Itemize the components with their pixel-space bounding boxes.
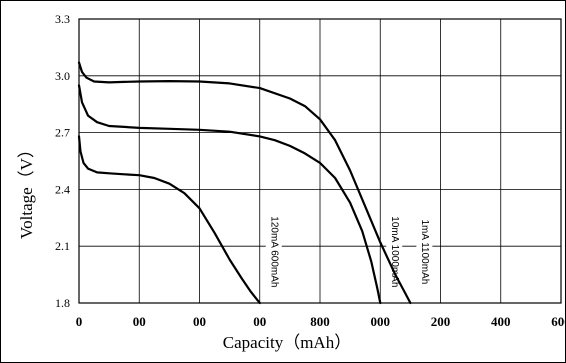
grid-layer xyxy=(79,19,561,303)
x-tick-label: 400 xyxy=(491,314,511,329)
x-tick-label: 000 xyxy=(371,314,391,329)
series-label-bg xyxy=(416,215,433,288)
curve-layer: 120mA 600mAh 10mA 1000mAh 1mA 1100mAh xyxy=(77,61,433,305)
series-line xyxy=(77,135,261,305)
x-tick-label: 800 xyxy=(310,314,330,329)
y-axis-label: Voltage（V） xyxy=(17,141,36,239)
x-axis-label: Capacity（mAh） xyxy=(223,333,351,352)
tick-layer: 00000008000002004006001.82.12.42.73.03.3 xyxy=(55,12,566,329)
x-tick-label: 200 xyxy=(431,314,451,329)
x-tick-label: 00 xyxy=(133,314,146,329)
series-line xyxy=(77,84,382,305)
series-label-bg xyxy=(386,215,403,288)
y-tick-label: 2.7 xyxy=(55,126,70,140)
y-tick-label: 3.3 xyxy=(55,12,70,26)
y-tick-label: 2.4 xyxy=(55,182,70,196)
y-tick-label: 2.1 xyxy=(55,239,70,253)
x-tick-label: 0 xyxy=(76,314,83,329)
series-label: 120mA 600mAh xyxy=(268,216,279,287)
series-line xyxy=(77,61,412,305)
series-label-bg xyxy=(265,215,282,288)
x-tick-label: 00 xyxy=(193,314,206,329)
series-label: 10mA 1000mAh xyxy=(389,216,400,287)
y-tick-label: 3.0 xyxy=(55,69,70,83)
x-tick-label: 00 xyxy=(253,314,266,329)
plot-frame xyxy=(78,18,562,304)
y-tick-label: 1.8 xyxy=(55,296,70,310)
x-tick-label: 600 xyxy=(551,314,566,329)
series-label: 1mA 1100mAh xyxy=(419,219,430,284)
